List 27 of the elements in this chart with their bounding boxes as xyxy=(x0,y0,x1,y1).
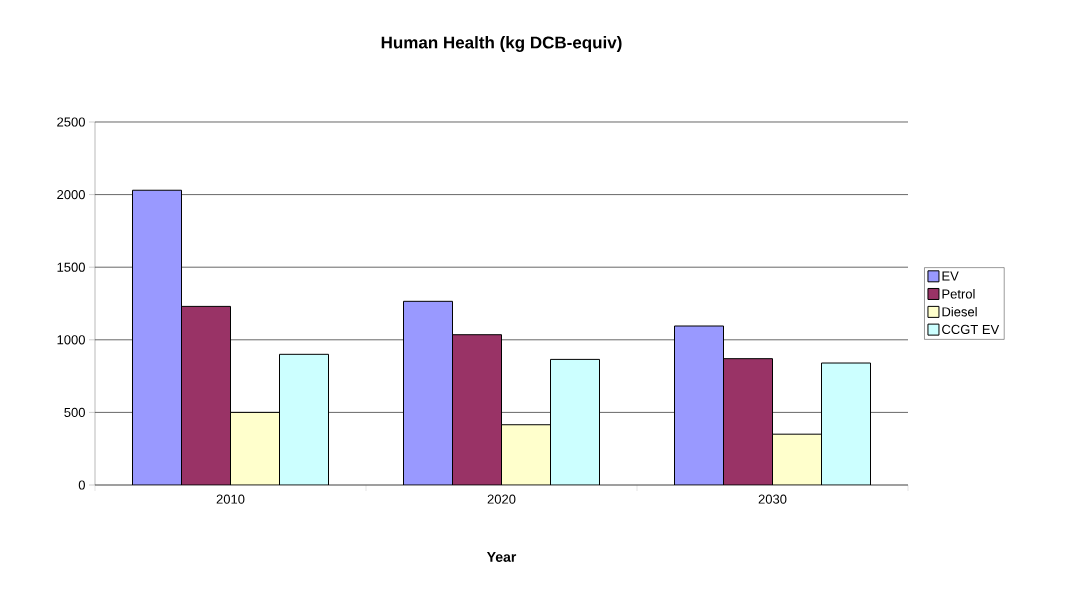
y-tick-label: 2000 xyxy=(57,189,85,200)
bar xyxy=(674,325,725,485)
y-tick-label: 0 xyxy=(78,480,85,490)
bar xyxy=(821,362,872,485)
bar xyxy=(181,305,231,485)
bar xyxy=(550,358,601,485)
y-tick-label: 2500 xyxy=(57,117,85,127)
bar xyxy=(723,358,774,485)
x-tick-label: 2010 xyxy=(216,494,245,504)
bar xyxy=(772,433,823,485)
legend-label: CCGT EV xyxy=(942,324,1000,335)
bar xyxy=(452,334,502,485)
legend-label: Diesel xyxy=(942,306,977,317)
chart-title: Human Health (kg DCB-equiv) xyxy=(381,36,622,52)
y-tick-label: 500 xyxy=(64,407,85,417)
legend-label: Petrol xyxy=(942,289,975,299)
y-tick-label: 1500 xyxy=(57,262,85,272)
bar xyxy=(132,189,182,485)
bar xyxy=(230,411,280,485)
x-tick-label: 2030 xyxy=(758,494,787,504)
bar xyxy=(501,424,551,485)
y-tick-label: 1000 xyxy=(57,335,85,345)
x-tick-label: 2020 xyxy=(487,494,516,504)
legend-label: EV xyxy=(942,271,959,281)
bar xyxy=(279,353,329,485)
bar xyxy=(403,300,453,485)
x-axis-title: Year xyxy=(486,552,517,562)
